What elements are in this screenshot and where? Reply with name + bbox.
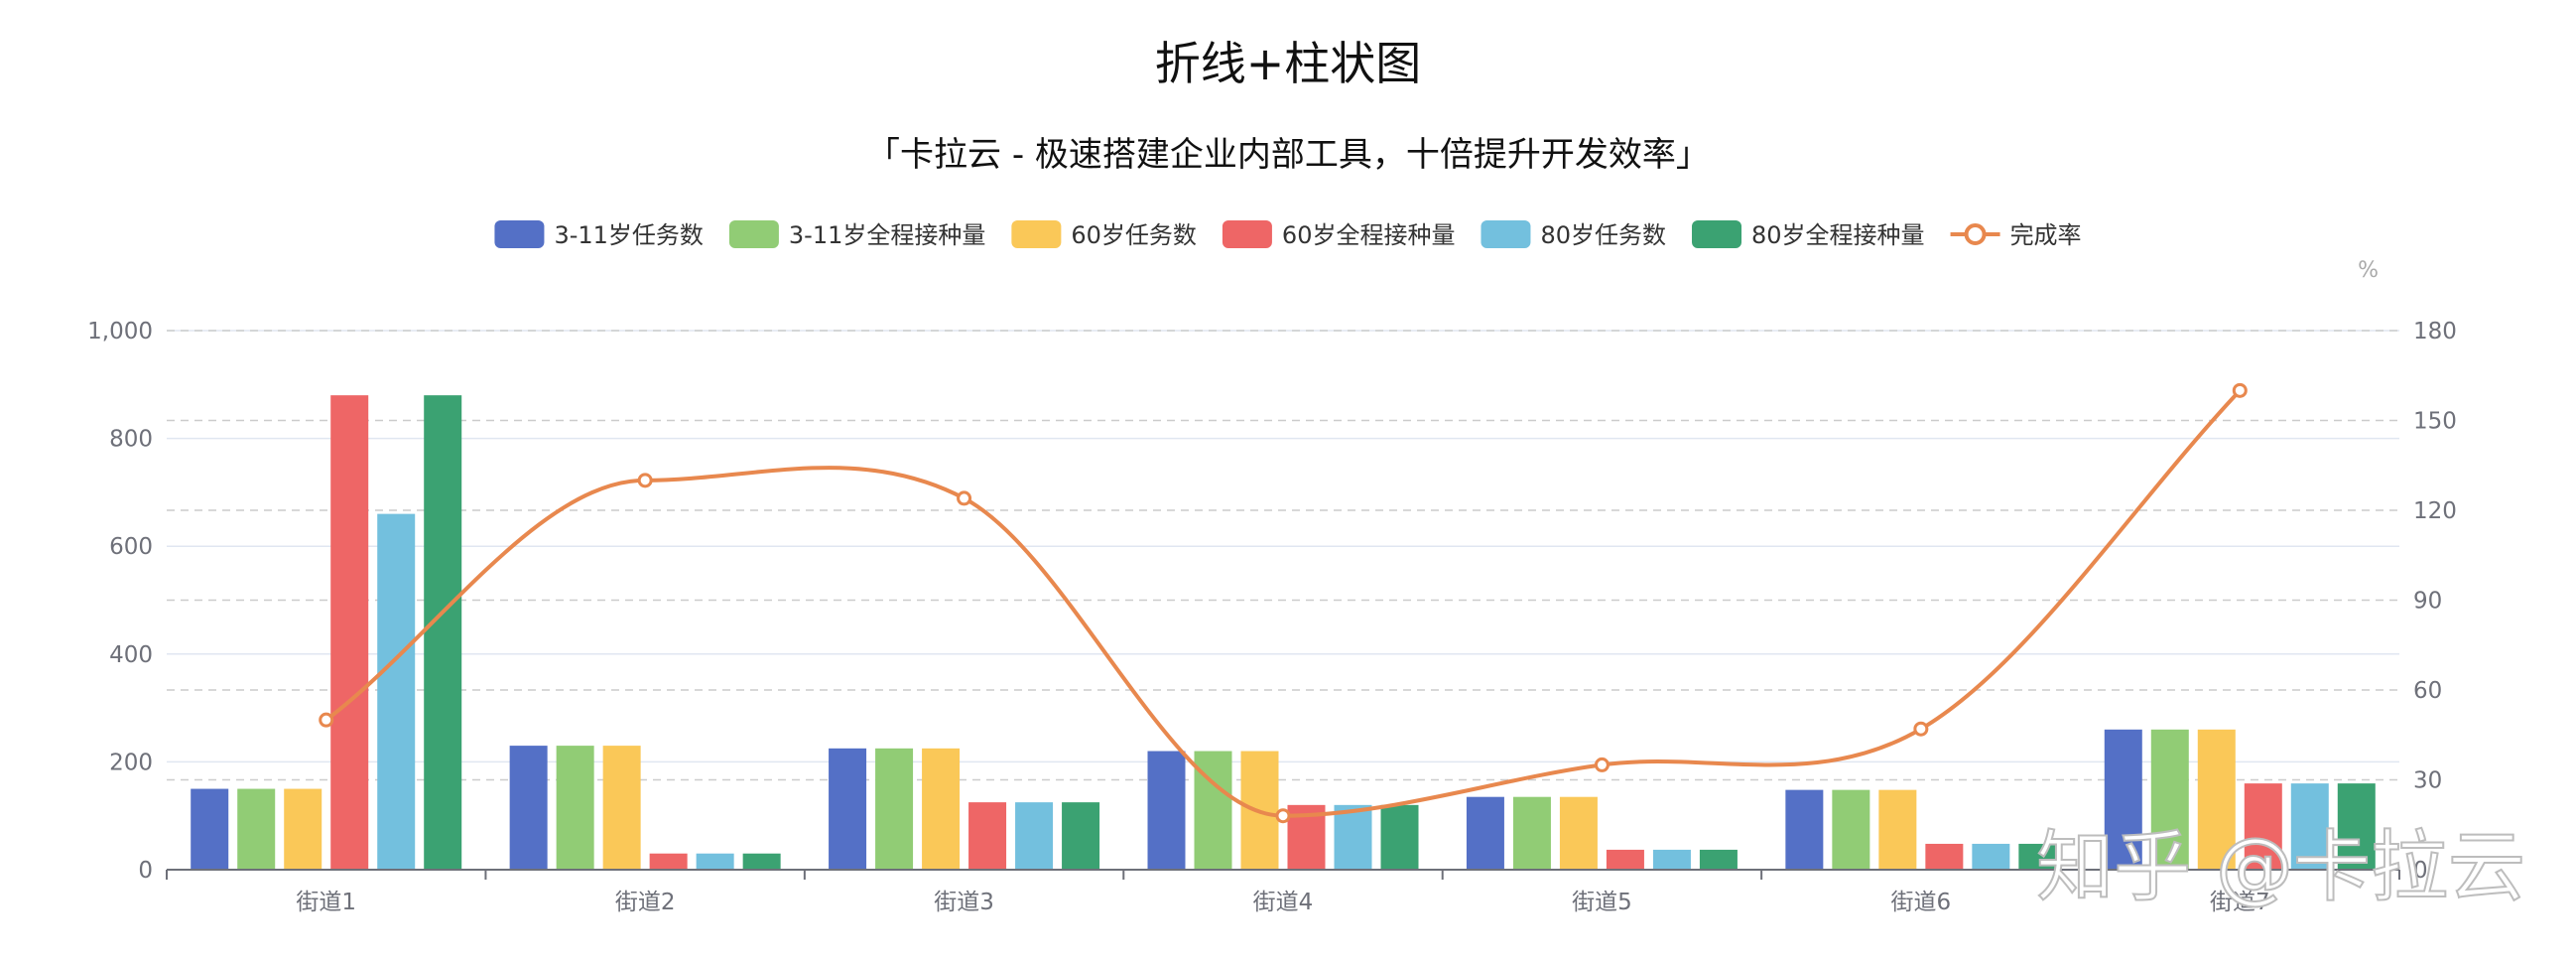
bar-series-1 [1512,796,1551,870]
y-right-tick-label: 60 [2413,678,2442,704]
line-point [2232,382,2248,398]
y-right-tick-label: 120 [2413,498,2457,524]
bar-series-2 [922,748,961,870]
bar-series-2 [2197,729,2236,870]
bar-series [191,395,2376,870]
bar-series-5 [2018,843,2057,870]
bar-series-0 [1466,796,1504,870]
x-tick-label: 街道5 [1572,890,1632,915]
bar-series-0 [1147,751,1186,870]
y-left-tick-label: 1,000 [87,319,153,345]
bar-series-5 [2337,783,2376,870]
bar-series-3 [649,853,688,870]
legend-swatch [1481,220,1531,248]
bar-series-0 [829,748,867,870]
bar-series-1 [875,748,914,870]
y-left-tick-label: 800 [109,427,153,453]
bar-series-3 [968,802,1007,870]
line-point [637,473,653,488]
legend-swatch [1011,220,1062,248]
bar-series-2 [602,746,641,870]
bar-series-2 [1559,796,1598,870]
line-point [1594,757,1610,772]
legend-swatch [1692,220,1742,248]
legend-label: 80岁全程接种量 [1751,221,1925,249]
legend-swatch [728,220,779,248]
line-point [1913,721,1929,737]
bar-series-5 [1699,849,1738,870]
legend-label: 60岁任务数 [1071,221,1197,249]
bar-series-0 [2104,729,2142,870]
y-right-unit: % [2358,258,2379,283]
bar-series-4 [1334,804,1372,870]
bar-series-0 [191,788,229,870]
bar-series-2 [284,788,322,870]
chart-subtitle: 「卡拉云 - 极速搭建企业内部工具，十倍提升开发效率」 [866,135,1710,175]
x-tick-label: 街道6 [1891,890,1952,915]
line-series [319,382,2248,824]
legend[interactable]: 3-11岁任务数 3-11岁全程接种量 60岁任务数 60岁全程接种量 80岁任务数 80… [494,220,2082,249]
y-right-tick-label: 150 [2413,409,2457,435]
bar-series-3 [1606,849,1644,870]
x-tick-label: 街道1 [296,890,356,915]
bar-series-1 [237,788,276,870]
x-tick-label: 街道3 [934,890,994,915]
legend-label: 60岁全程接种量 [1282,221,1456,249]
x-tick-label: 街道2 [615,890,676,915]
bar-series-4 [1015,802,1054,870]
x-tick-label: 街道4 [1253,890,1314,915]
legend-swatch [1222,220,1272,248]
y-left-tick-label: 400 [109,642,153,668]
legend-label: 3-11岁全程接种量 [789,221,985,249]
bar-series-5 [742,853,781,870]
line-point [957,490,972,506]
legend-swatch [494,220,545,248]
y-right-tick-label: 30 [2413,768,2442,794]
y-right-tick-label: 90 [2413,589,2442,615]
bar-series-0 [509,746,548,870]
y-axis-right: % 0 30 60 90 120 150 180 [2358,258,2457,884]
watermark: 知乎 @卡拉云 [2036,823,2525,912]
line-point [1275,808,1291,824]
bar-series-5 [1380,804,1419,870]
legend-label: 3-11岁任务数 [554,221,703,249]
y-left-tick-label: 0 [138,858,153,884]
y-left-tick-label: 200 [109,750,153,775]
bar-series-4 [377,513,416,870]
y-right-tick-label: 180 [2413,319,2457,345]
legend-icon-marker [1964,223,1987,245]
bar-series-4 [2290,783,2329,870]
bar-series-2 [1878,789,1917,870]
bar-series-4 [1972,843,2010,870]
bar-series-0 [1785,789,1824,870]
bar-series-3 [330,395,369,870]
y-left-tick-label: 600 [109,534,153,560]
x-tick-label: 街道7 [2210,890,2270,915]
legend-label: 80岁任务数 [1540,221,1666,249]
y-axis-left: 0 200 400 600 800 1,000 [87,319,153,884]
bar-series-5 [424,395,462,870]
bar-series-1 [556,746,594,870]
chart-title: 折线+柱状图 [1155,37,1422,90]
bar-series-4 [696,853,734,870]
y-right-tick-label: 0 [2413,858,2428,884]
legend-label: 完成率 [2010,221,2082,249]
x-axis: 街道1 街道2 街道3 街道4 街道5 街道6 街道7 [166,869,2400,915]
bar-series-4 [1652,849,1691,870]
bar-series-3 [2244,783,2282,870]
line-point [319,712,334,728]
bar-series-5 [1062,802,1100,870]
bar-series-3 [1925,843,1964,870]
bar-series-1 [1832,789,1870,870]
bar-series-1 [2150,729,2189,870]
